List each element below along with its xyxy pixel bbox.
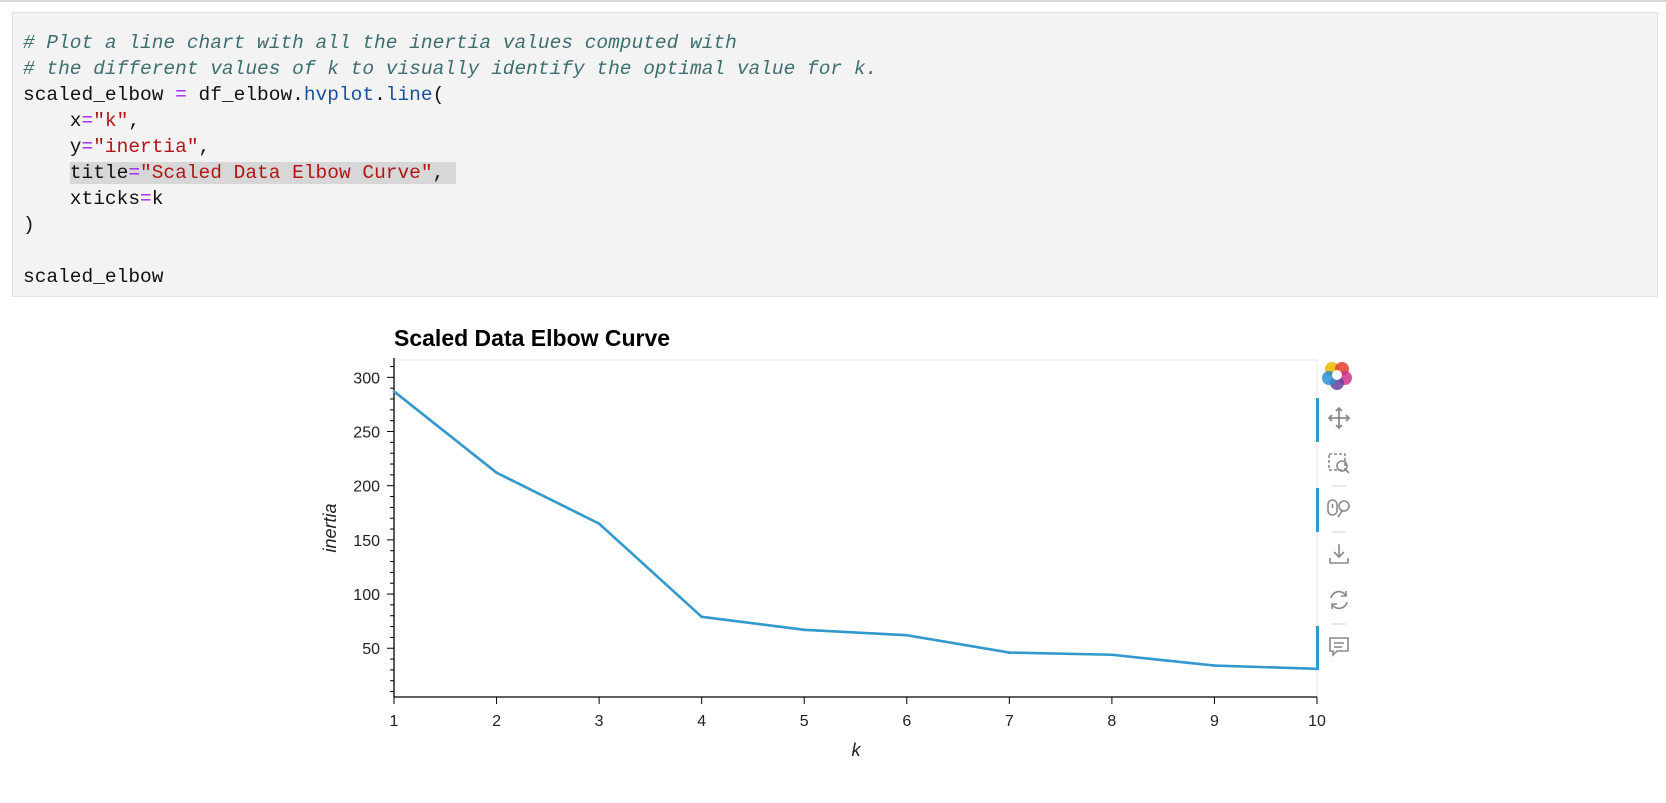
pan-tool-icon[interactable] (1327, 406, 1351, 430)
wheel-zoom-tool-icon[interactable] (1327, 499, 1350, 518)
code-line-2: # the different values of k to visually … (23, 58, 878, 80)
cell-output: Scaled Data Elbow Curve 50 100 150 200 250 30… (0, 300, 1666, 798)
code-line-4: x="k", (23, 110, 141, 132)
code-line-1: # Plot a line chart with all the inertia… (23, 32, 737, 54)
toolbar-active-indicator (1316, 626, 1319, 670)
x-tick-label: 1 (390, 713, 399, 730)
data-point-k9 (1213, 664, 1216, 667)
chart-title: Scaled Data Elbow Curve (394, 325, 670, 351)
x-tick-label: 9 (1210, 713, 1219, 730)
data-point-k7 (1008, 651, 1011, 654)
x-tick-label: 4 (697, 713, 706, 730)
data-point-k1 (392, 390, 396, 393)
toolbar-active-indicator (1316, 488, 1319, 532)
y-tick-label: 300 (353, 370, 380, 387)
y-tick-label: 100 (353, 587, 380, 604)
x-axis-label: k (852, 740, 862, 760)
y-tick-label: 150 (353, 533, 380, 550)
bokeh-logo-icon[interactable] (1322, 362, 1352, 390)
data-point-k3 (597, 522, 601, 525)
code-line-6: title="Scaled Data Elbow Curve", (23, 161, 456, 185)
x-axis: 1 2 3 4 5 6 7 8 9 10 (390, 696, 1326, 730)
code-line-3: scaled_elbow = df_elbow.hvplot.line( (23, 84, 445, 106)
data-point-k8 (1110, 653, 1114, 657)
code-line-10: scaled_elbow (23, 266, 164, 288)
hover-tool-icon[interactable] (1329, 637, 1349, 657)
y-tick-label: 50 (362, 641, 380, 658)
y-axis-label: inertia (320, 503, 340, 552)
top-rule (0, 0, 1666, 2)
box-zoom-tool-icon[interactable] (1328, 453, 1350, 474)
elbow-chart[interactable]: Scaled Data Elbow Curve 50 100 150 200 250 30… (0, 300, 1666, 798)
x-tick-label: 6 (902, 713, 911, 730)
x-tick-label: 2 (492, 713, 501, 730)
data-point-k6 (905, 633, 909, 637)
code-line-8: ) (23, 214, 35, 236)
save-tool-icon[interactable] (1329, 544, 1349, 564)
data-point-k2 (495, 471, 498, 474)
data-point-k5 (802, 628, 806, 632)
reset-tool-icon[interactable] (1330, 590, 1348, 610)
code-line-7: xticks=k (23, 188, 164, 210)
plot-toolbar (1316, 362, 1352, 670)
series-line-inertia (393, 390, 1318, 671)
code-cell[interactable]: # Plot a line chart with all the inertia… (12, 12, 1658, 297)
x-tick-label: 8 (1107, 713, 1116, 730)
code-line-5: y="inertia", (23, 136, 211, 158)
x-tick-label: 10 (1308, 713, 1326, 730)
x-tick-label: 3 (595, 713, 604, 730)
toolbar-active-indicator (1316, 398, 1319, 442)
y-axis: 50 100 150 200 250 300 (353, 358, 395, 697)
selected-text: title="Scaled Data Elbow Curve", (69, 162, 456, 184)
x-tick-label: 7 (1005, 713, 1014, 730)
y-tick-label: 200 (353, 479, 380, 496)
plot-frame[interactable] (393, 359, 1318, 698)
x-tick-label: 5 (800, 713, 809, 730)
y-tick-label: 250 (353, 425, 380, 442)
data-point-k4 (700, 615, 703, 619)
